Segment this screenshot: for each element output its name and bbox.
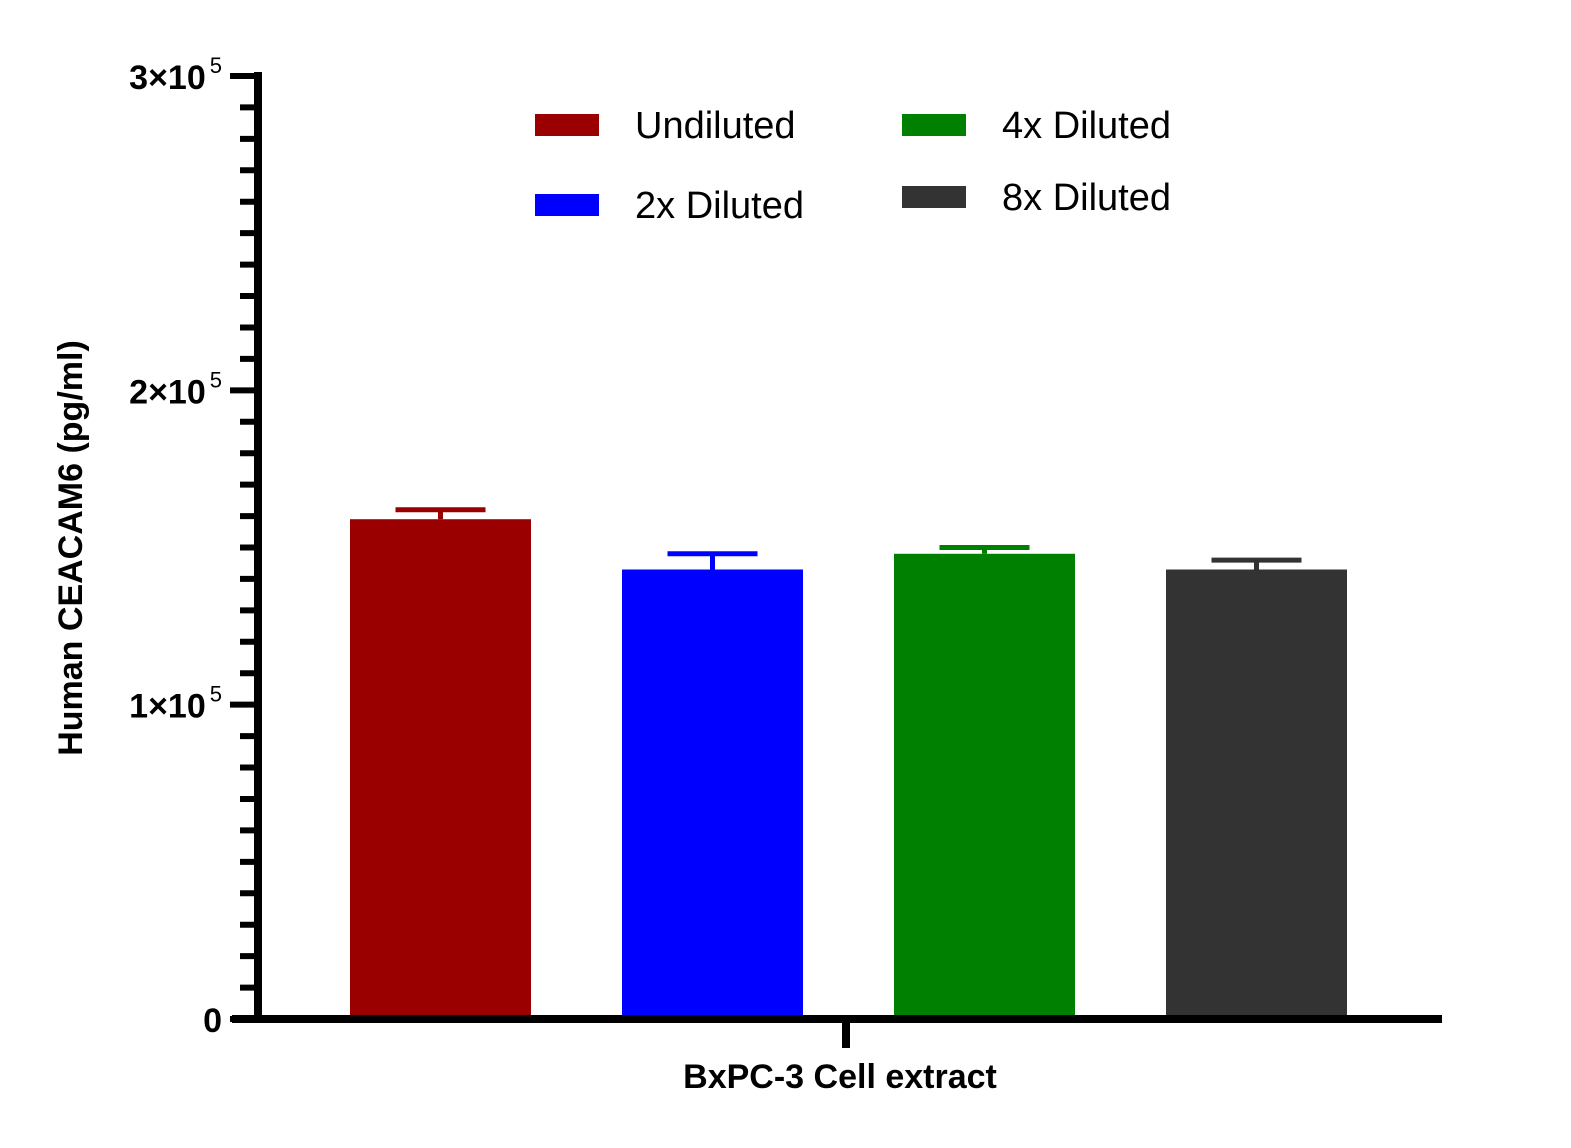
legend-label: 2x Diluted — [635, 185, 804, 227]
legend-label: 8x Diluted — [1002, 177, 1171, 219]
y-tick-label: 2×10 5 — [129, 367, 222, 411]
error-bars-group — [395, 507, 1302, 570]
y-tick-label: 3×10 5 — [129, 53, 222, 97]
y-ticks-group: 0 1×10 5 2×10 5 3×10 5 — [129, 53, 258, 1040]
bar-2x-diluted — [622, 569, 803, 1019]
y-tick-label: 1×10 5 — [129, 682, 222, 726]
legend-label: 4x Diluted — [1002, 105, 1171, 147]
legend: Undiluted 2x Diluted 4x Diluted 8x Diluted — [535, 105, 1171, 227]
legend-swatch — [902, 114, 966, 136]
y-axis-label: Human CEACAM6 (pg/ml) — [52, 340, 90, 756]
legend-swatch — [535, 194, 599, 216]
bar-4x-diluted — [894, 553, 1075, 1019]
bar-undiluted — [350, 519, 531, 1019]
bar-8x-diluted — [1166, 569, 1347, 1019]
legend-swatch — [535, 114, 599, 136]
legend-label: Undiluted — [635, 105, 796, 147]
legend-swatch — [902, 186, 966, 208]
bars-group — [350, 519, 1347, 1019]
y-tick-label: 0 — [203, 1002, 222, 1040]
x-axis-label: BxPC-3 Cell extract — [683, 1058, 997, 1096]
